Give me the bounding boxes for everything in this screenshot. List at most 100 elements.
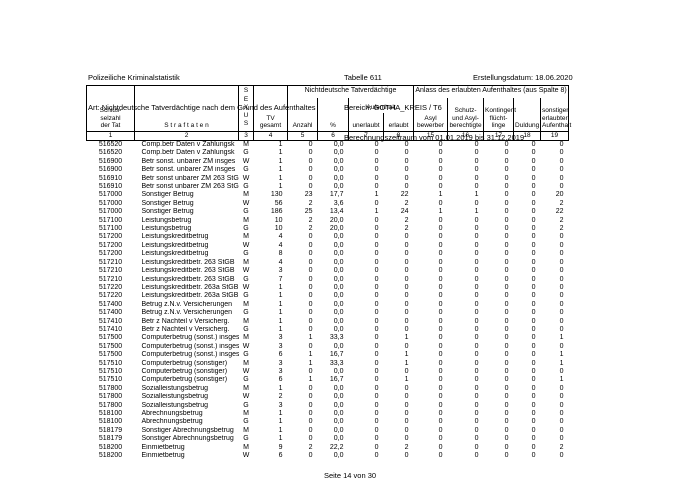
- duldung-cell: 0: [531, 191, 536, 199]
- unerlaubt-cell: 0: [374, 174, 379, 182]
- sonstiger-aufenthalt-cell: 0: [559, 258, 564, 266]
- duldung-cell: 0: [531, 393, 536, 401]
- key-cell: 517220: [98, 292, 123, 300]
- sexus-cell: G: [243, 351, 249, 359]
- offense-cell: Sozialleistungsbetrug: [141, 384, 209, 392]
- percent-cell: 0,0: [333, 393, 344, 401]
- sexus-cell: M: [243, 216, 249, 224]
- key-cell: 517000: [98, 199, 123, 207]
- kontingentfluechtlinge-cell: 0: [504, 241, 509, 249]
- header-sub-row: Anzahl % Aufenthalt Asyl bewerber Schutz…: [87, 97, 571, 132]
- anzahl-cell: 0: [308, 283, 313, 291]
- erstellungsdatum-line: Erstellungsdatum: 18.06.2020: [473, 73, 573, 82]
- sexus-cell: G: [243, 208, 249, 216]
- asylbewerber-cell: 0: [438, 183, 443, 191]
- header-group-row: Schlüs- selzahl der Tat S t r a f t a t …: [86, 85, 570, 132]
- offense-cell: Betr z Nachteil v Versicherg.: [141, 325, 230, 333]
- anzahl-cell: 0: [308, 183, 313, 191]
- asylbewerber-cell: 0: [438, 199, 443, 207]
- percent-cell: 0,0: [333, 317, 344, 325]
- erlaubt-cell: 2: [404, 225, 409, 233]
- percent-cell: 0,0: [333, 267, 344, 275]
- schutz-asylberechtigte-cell: 0: [474, 250, 479, 258]
- key-cell: 517220: [98, 283, 123, 291]
- key-cell: 518100: [98, 410, 123, 417]
- key-cell: 518100: [98, 418, 123, 426]
- offense-cell: Sonstiger Betrug: [141, 199, 194, 207]
- key-cell: 516910: [98, 183, 123, 191]
- column-number: 1: [86, 131, 135, 141]
- erlaubt-cell: 0: [404, 401, 409, 409]
- schutz-asylberechtigte-cell: 0: [474, 334, 479, 342]
- offense-cell: Leistungskreditbetr. 263 StGB: [141, 258, 235, 266]
- percent-cell: 0,0: [333, 141, 344, 148]
- tv-gesamt-cell: 10: [274, 225, 283, 233]
- anzahl-cell: 0: [308, 367, 313, 375]
- percent-cell: 0,0: [333, 183, 344, 191]
- duldung-cell: 0: [531, 401, 536, 409]
- asylbewerber-cell: 0: [438, 292, 443, 300]
- schutz-asylberechtigte-cell: 0: [474, 367, 479, 375]
- duldung-cell: 0: [531, 443, 536, 451]
- percent-cell: 0,0: [333, 309, 344, 317]
- unerlaubt-cell: 0: [374, 241, 379, 249]
- sexus-cell: G: [243, 325, 249, 333]
- percent-cell: 0,0: [333, 384, 344, 392]
- asylbewerber-cell: 0: [438, 367, 443, 375]
- percent-cell: 33,3: [329, 359, 344, 367]
- anzahl-cell: 0: [308, 309, 313, 317]
- table-row: 516520 Comp.betr Daten v Zahlungsk M 1 0 0,0 0…: [87, 141, 569, 150]
- tv-gesamt-cell: 4: [278, 233, 283, 241]
- duldung-cell: 0: [531, 317, 536, 325]
- percent-cell: 13,4: [329, 208, 344, 216]
- tv-gesamt-cell: 7: [278, 275, 283, 283]
- tv-gesamt-cell: 1: [278, 317, 283, 325]
- table-row: 517000 Sonstiger Betrug W 56 2 3,6 0 2 0 0 0 0 2: [87, 200, 569, 208]
- sonstiger-aufenthalt-cell: 2: [559, 216, 564, 224]
- offense-cell: Abrechnungsbetrug: [141, 410, 203, 417]
- erlaubt-cell: 0: [404, 157, 409, 165]
- offense-cell: Leistungskreditbetr. 263 StGB: [141, 275, 235, 283]
- col-header-straftaten: S t r a f t a t e n: [134, 85, 239, 132]
- offense-cell: Computerbetrug (sonstiger): [141, 359, 228, 367]
- table-row: 517220 Leistungskreditbetr. 263a StGB G 1 0 0…: [87, 292, 569, 300]
- anzahl-cell: 0: [308, 149, 313, 157]
- schutz-asylberechtigte-cell: 0: [474, 435, 479, 443]
- sexus-cell: M: [243, 426, 249, 434]
- anzahl-cell: 25: [304, 208, 313, 216]
- asylbewerber-cell: 0: [438, 435, 443, 443]
- column-number-row: 1 2 3 4 5 6 7 8 15 16 17 18 19: [86, 131, 570, 141]
- key-cell: 517500: [98, 334, 123, 342]
- percent-cell: 33,3: [329, 334, 344, 342]
- schutz-asylberechtigte-cell: 0: [474, 141, 479, 148]
- table-row: 517800 Sozialleistungsbetrug M 1 0 0,0 0 0 0 0 0 0 0: [87, 385, 569, 393]
- sexus-cell: M: [243, 410, 249, 417]
- table-row: 516520 Comp.betr Daten v Zahlungsk G 1 0 0,0 0…: [87, 149, 569, 157]
- unerlaubt-cell: 0: [374, 426, 379, 434]
- sonstiger-aufenthalt-cell: 1: [559, 359, 564, 367]
- kontingentfluechtlinge-cell: 0: [504, 199, 509, 207]
- anzahl-cell: 0: [308, 258, 313, 266]
- percent-cell: 0,0: [333, 233, 344, 241]
- sexus-cell: M: [243, 384, 249, 392]
- statistics-title: Polizeiliche Kriminalstatistik: [88, 73, 180, 82]
- asylbewerber-cell: 0: [438, 216, 443, 224]
- duldung-cell: 0: [531, 351, 536, 359]
- schutz-asylberechtigte-cell: 0: [474, 292, 479, 300]
- asylbewerber-cell: 1: [438, 208, 443, 216]
- asylbewerber-cell: 0: [438, 300, 443, 308]
- sonstiger-aufenthalt-cell: 0: [559, 384, 564, 392]
- table-row: 517210 Leistungskreditbetr. 263 StGB M 4 0 0,…: [87, 259, 569, 267]
- kontingentfluechtlinge-cell: 0: [504, 141, 509, 148]
- erlaubt-cell: 0: [404, 325, 409, 333]
- schutz-asylberechtigte-cell: 0: [474, 443, 479, 451]
- asylbewerber-cell: 0: [438, 376, 443, 384]
- sonstiger-aufenthalt-cell: 2: [559, 225, 564, 233]
- tv-gesamt-cell: 1: [278, 157, 283, 165]
- page-header-right: Erstellungsdatum: 18.06.2020: [473, 53, 573, 103]
- key-cell: 517510: [98, 376, 123, 384]
- offense-cell: Computerbetrug (sonst.) insges: [141, 342, 239, 350]
- table-row: 517000 Sonstiger Betrug M 130 23 17,7 1 22 1 1 0 0 2…: [87, 191, 569, 199]
- sexus-cell: W: [242, 174, 250, 182]
- erlaubt-cell: 0: [404, 174, 409, 182]
